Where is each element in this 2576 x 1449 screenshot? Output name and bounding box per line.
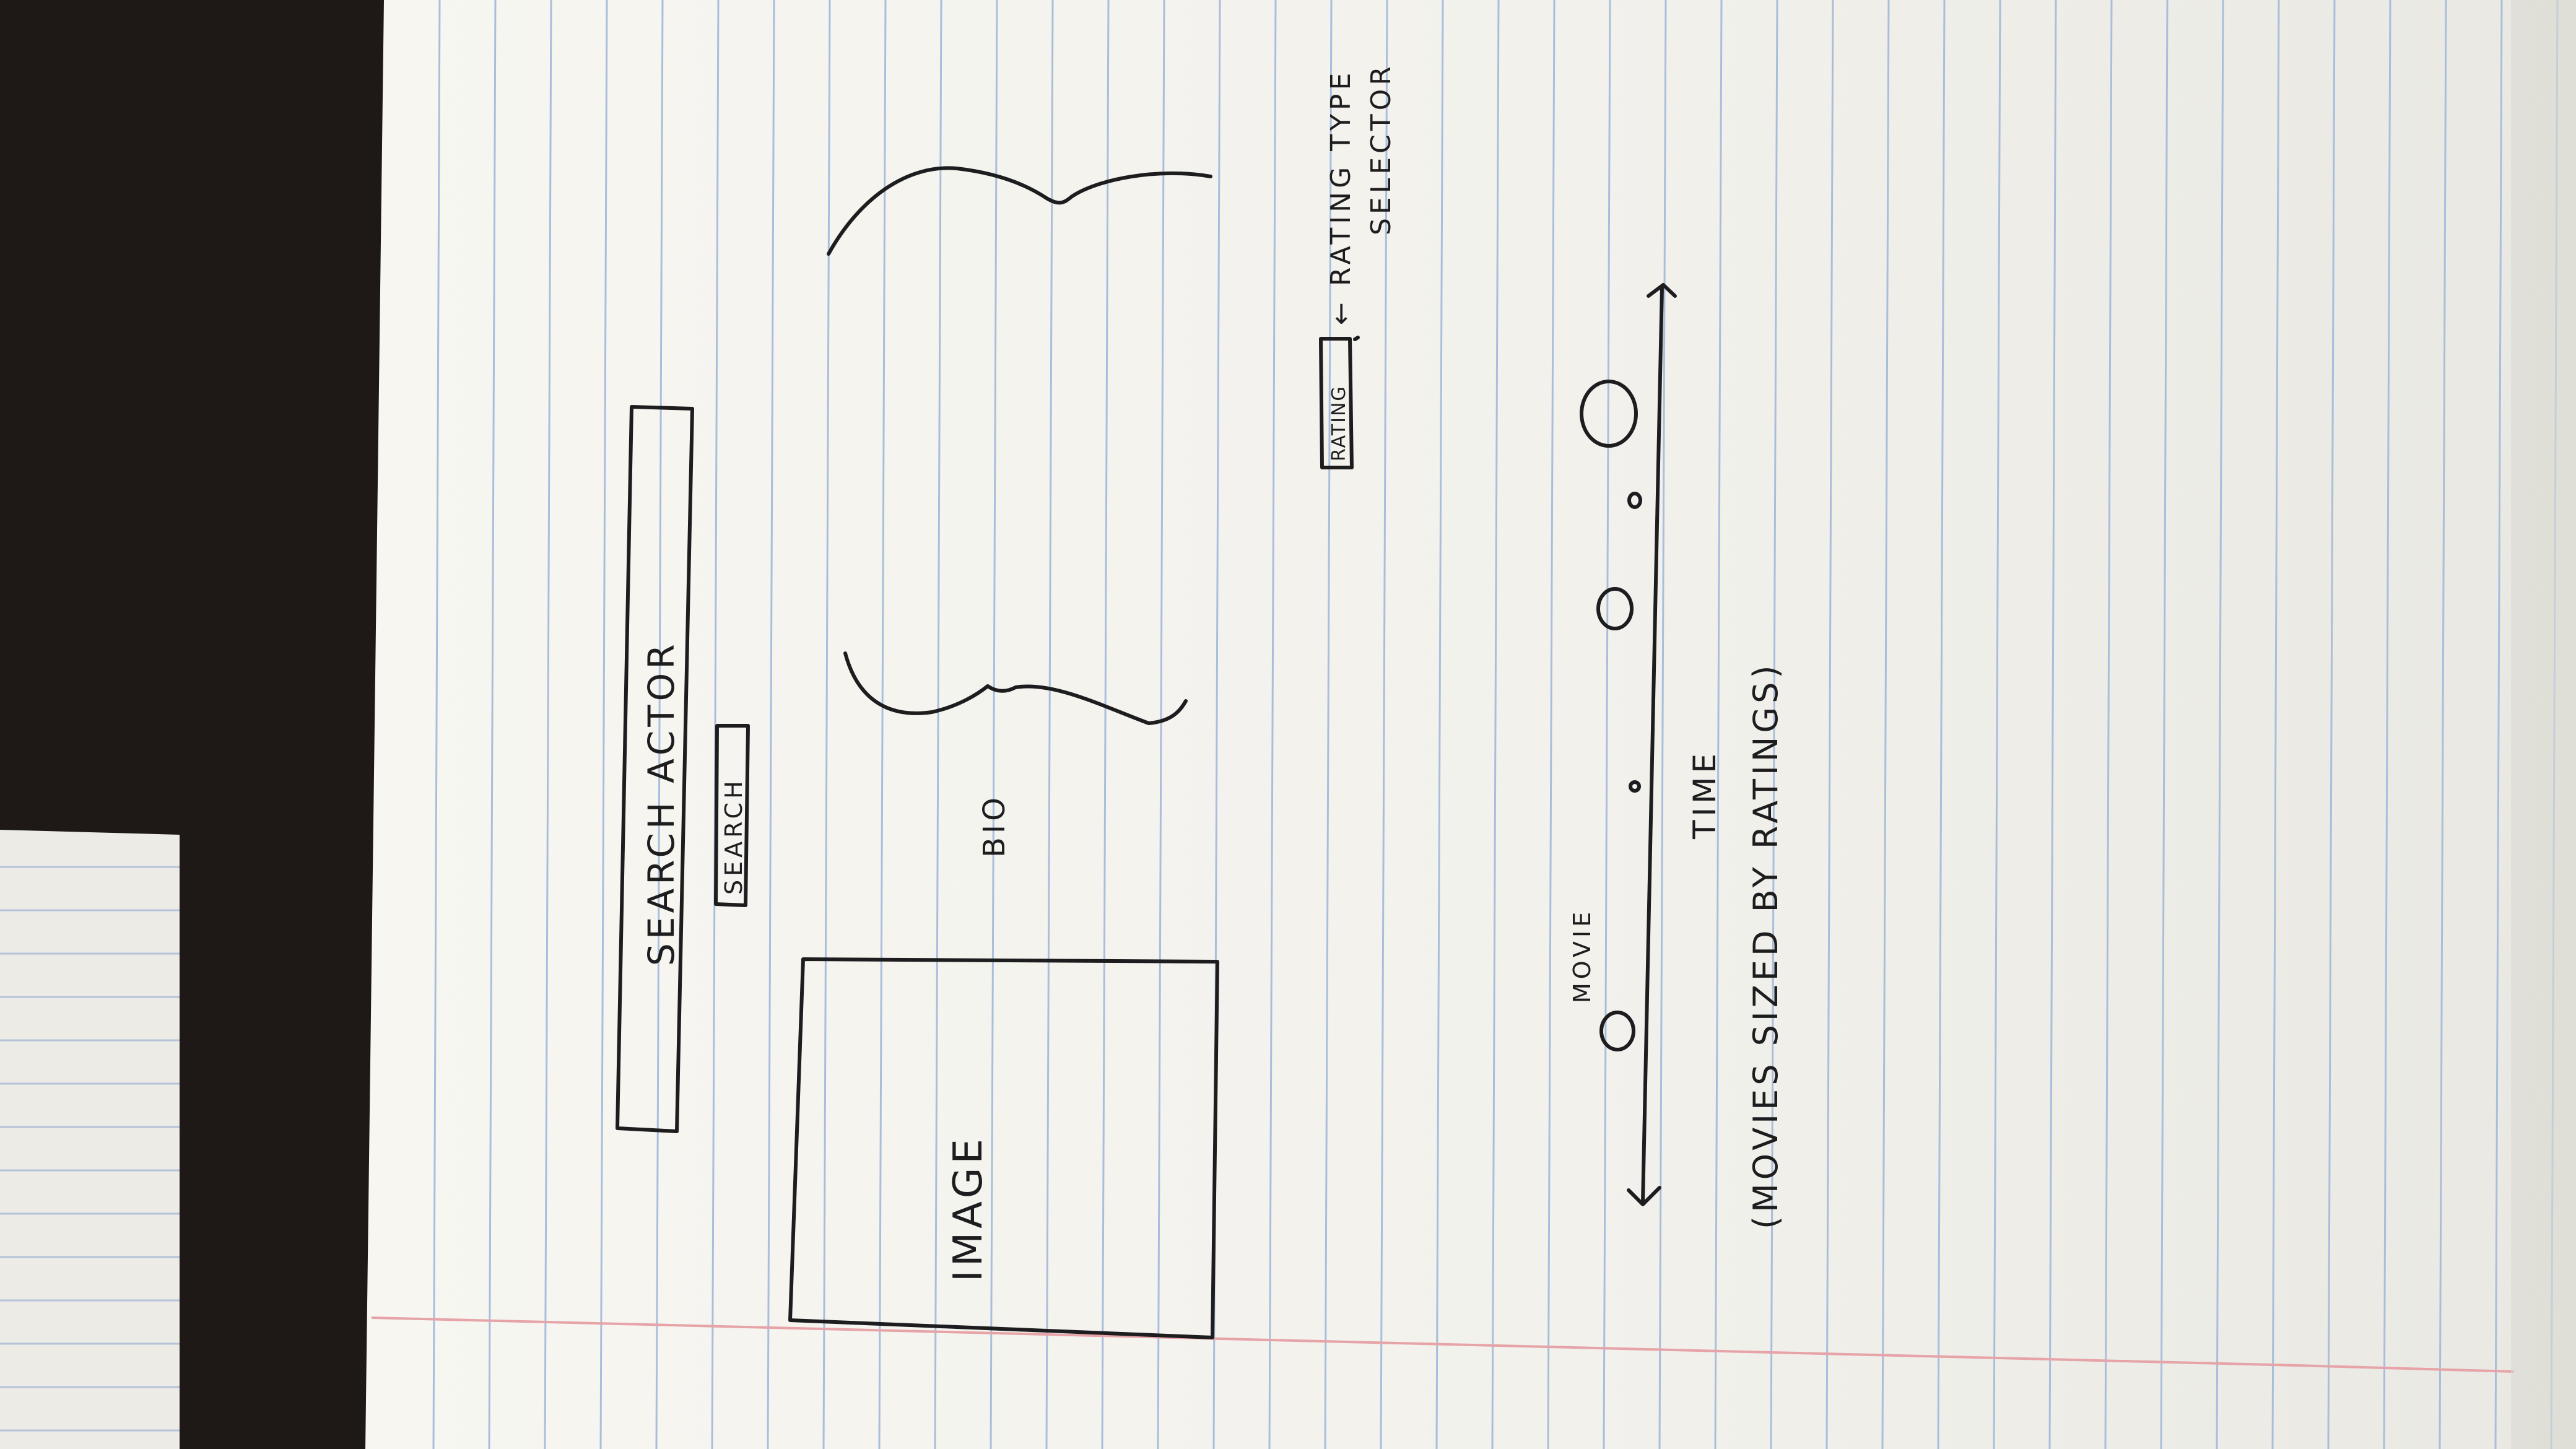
search-button[interactable] (714, 724, 750, 907)
rating-selector-button[interactable] (1319, 337, 1354, 469)
movie-bubble[interactable] (1627, 492, 1642, 509)
bio-brace-right (827, 166, 1212, 256)
movie-bubble-labeled[interactable] (1599, 1011, 1635, 1051)
timeline-caption: (MOVIES SIZED BY RATINGS) (1746, 661, 1785, 1229)
search-button-label: SEARCH (720, 777, 747, 895)
rating-note-line2: SELECTOR (1365, 63, 1397, 235)
image-placeholder (788, 957, 1219, 1339)
movie-label: MOVIE (1569, 908, 1596, 1003)
margin-line (371, 1316, 2515, 1373)
movie-bubble[interactable] (1596, 587, 1634, 630)
search-box-label: SEARCH ACTOR (640, 640, 682, 966)
search-input[interactable] (616, 405, 694, 1133)
movie-bubble[interactable] (1580, 380, 1638, 448)
movie-bubble[interactable] (1629, 780, 1641, 793)
rule-lines (432, 0, 2559, 1449)
timeline-axis (1627, 283, 1677, 1206)
image-label: IMAGE (946, 1135, 991, 1282)
paper-sheet (365, 0, 2576, 1449)
second-paper-sheet (0, 830, 180, 1449)
bio-brace-left (843, 651, 1188, 725)
timeline-axis-label: TIME (1687, 750, 1723, 840)
bio-label: BIO (977, 794, 1012, 858)
rating-note-line1: ← RATING TYPE (1325, 69, 1357, 325)
rating-tick (1353, 336, 1360, 341)
rating-button-label: RATING (1328, 385, 1350, 461)
